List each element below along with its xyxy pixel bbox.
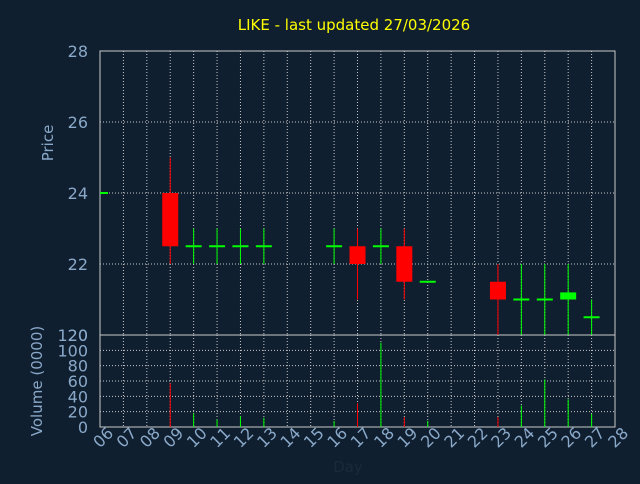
volume-tick-label: 80 [68, 357, 88, 376]
candle-body [349, 246, 366, 264]
price-tick-label: 22 [68, 255, 88, 274]
volume-tick-label: 0 [78, 418, 88, 437]
volume-tick-label: 100 [57, 341, 88, 360]
candle-body [396, 246, 413, 282]
price-tick-label: 24 [68, 184, 88, 203]
volume-tick-label: 60 [68, 372, 88, 391]
price-tick-label: 20 [68, 326, 88, 345]
price-tick-label: 26 [68, 113, 88, 132]
candle-body [560, 292, 577, 300]
chart-title: LIKE - last updated 27/03/2026 [238, 16, 470, 34]
volume-tick-label: 40 [68, 387, 88, 406]
x-axis-label: Day [333, 458, 363, 476]
x-tick-label: 28 [604, 424, 632, 452]
price-tick-label: 28 [68, 42, 88, 61]
volume-tick-label: 120 [57, 326, 88, 345]
candle-body [489, 281, 506, 300]
volume-axis-label: Volume (0000) [28, 326, 46, 436]
candle-body [162, 193, 179, 247]
price-axis-label: Price [39, 125, 57, 162]
volume-tick-label: 20 [68, 403, 88, 422]
